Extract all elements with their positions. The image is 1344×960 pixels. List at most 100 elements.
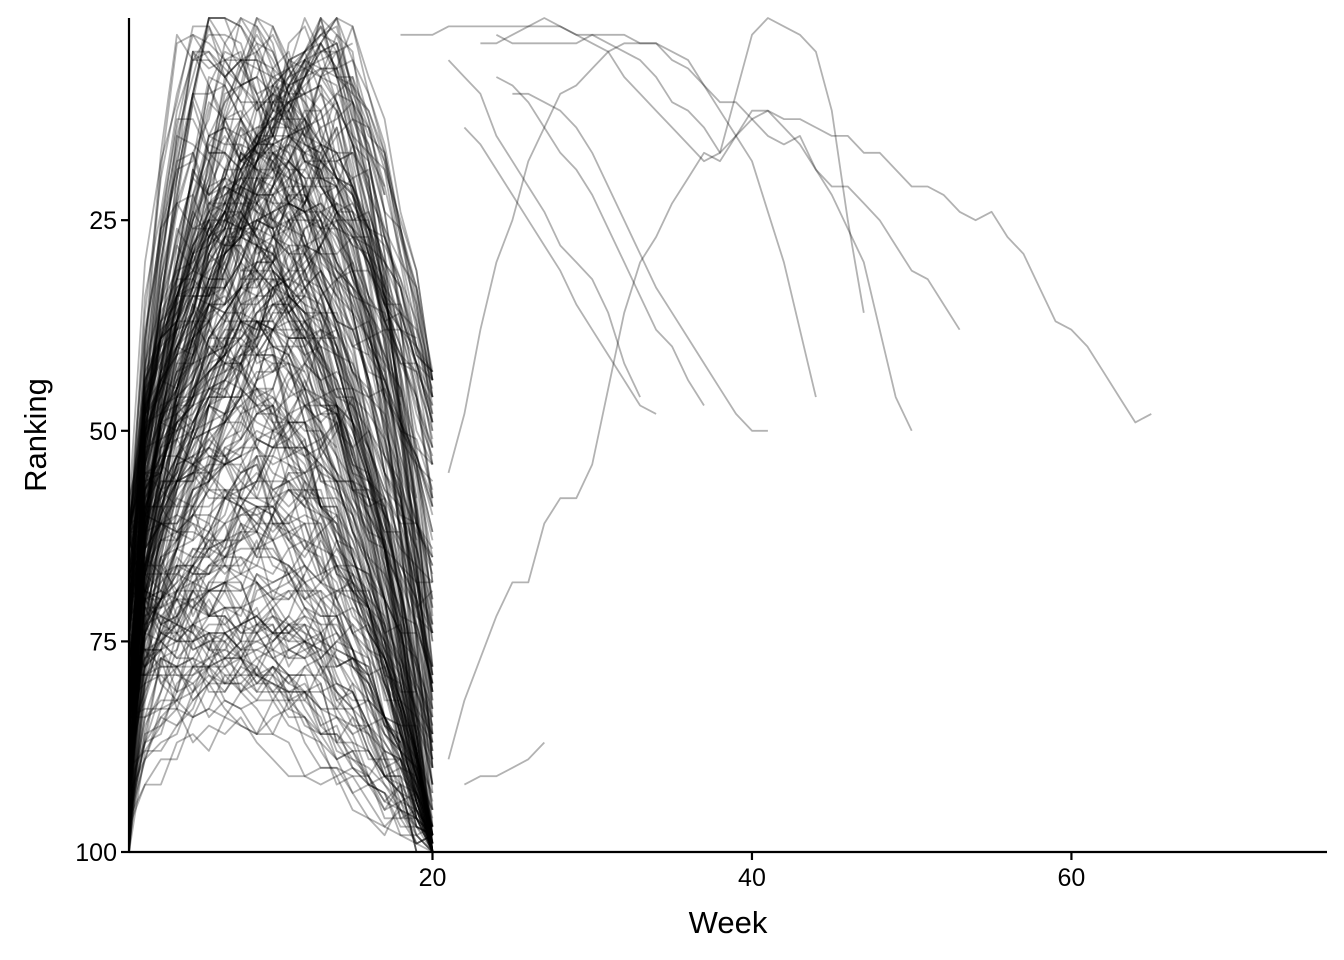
series-line <box>128 143 434 836</box>
series-line <box>128 160 434 726</box>
series-line <box>129 438 434 853</box>
series-line <box>128 404 434 853</box>
series-line <box>128 598 433 853</box>
series-line <box>128 244 434 853</box>
series-line <box>128 118 322 768</box>
series-line <box>128 320 434 811</box>
series-line <box>128 387 434 752</box>
series-line <box>128 109 353 768</box>
series-line <box>128 42 434 827</box>
series-line <box>128 455 434 836</box>
series-line <box>128 412 434 853</box>
series-line <box>128 615 433 836</box>
series-line <box>128 210 434 853</box>
series-line <box>128 269 338 760</box>
series-line <box>128 370 322 541</box>
series-line <box>128 17 434 709</box>
series-line <box>128 648 402 752</box>
series-line <box>128 151 434 785</box>
series-line <box>128 59 434 794</box>
series-line <box>128 412 434 828</box>
x-axis-title: Week <box>689 905 768 940</box>
series-line <box>128 480 434 853</box>
series-line <box>128 25 434 575</box>
series-line <box>128 50 434 642</box>
series-line <box>128 227 434 760</box>
series-line <box>128 236 434 768</box>
series-line <box>128 76 434 726</box>
series-line <box>128 632 434 853</box>
series-line <box>128 471 434 836</box>
series-line <box>128 623 434 844</box>
series-line <box>128 387 434 853</box>
series-line <box>128 202 434 709</box>
series-line <box>128 446 434 844</box>
x-tick-label: 60 <box>1058 864 1086 892</box>
series-line <box>128 67 434 533</box>
series-line <box>128 59 434 810</box>
series-line <box>128 202 402 836</box>
series-line <box>128 295 338 785</box>
x-tick-label: 40 <box>738 864 766 892</box>
series-line <box>129 707 433 845</box>
series-line <box>128 17 434 524</box>
series-line <box>128 143 434 785</box>
series-line <box>128 59 434 768</box>
series-line <box>128 151 434 853</box>
series-line <box>495 76 705 406</box>
series-line <box>128 236 434 608</box>
series-line <box>128 261 434 853</box>
series-line <box>128 177 434 693</box>
series-line <box>128 463 434 768</box>
series-line <box>128 134 434 735</box>
series-line <box>128 126 434 768</box>
series-line <box>128 295 434 684</box>
series-line <box>128 286 434 853</box>
series-line <box>128 84 434 709</box>
series-line <box>128 143 434 853</box>
series-line <box>128 565 434 853</box>
series-line <box>128 17 434 853</box>
series-line <box>128 143 434 693</box>
series-line <box>128 328 434 853</box>
series-line <box>128 623 433 844</box>
series-line <box>128 202 434 608</box>
series-line <box>128 379 434 844</box>
series-line <box>128 185 434 751</box>
series-line <box>128 328 338 524</box>
series-line <box>128 193 434 819</box>
series-line <box>463 741 545 786</box>
series-line <box>128 193 434 844</box>
series-line <box>128 244 434 642</box>
series-line <box>128 320 434 844</box>
series-line <box>447 42 961 474</box>
series-line <box>128 177 418 794</box>
series-line <box>128 143 434 827</box>
ticks: 20 40 60 25 50 75 100 <box>75 207 1085 892</box>
series-line <box>129 581 434 853</box>
series-line <box>128 320 434 836</box>
series-line <box>128 497 434 853</box>
series-line <box>128 177 434 768</box>
series-line <box>128 118 434 692</box>
series-line <box>128 50 434 634</box>
y-tick-label: 100 <box>75 839 117 867</box>
series-line <box>128 581 434 836</box>
series-line <box>128 615 434 844</box>
series-line <box>128 623 434 836</box>
series-line <box>128 640 433 845</box>
series-line <box>128 303 434 836</box>
series-lines <box>128 17 1152 853</box>
series-line <box>128 463 306 709</box>
series-line <box>128 590 369 702</box>
series-line <box>128 582 433 853</box>
series-line <box>128 303 434 726</box>
series-line <box>128 126 306 532</box>
y-tick-label: 25 <box>89 207 117 235</box>
series-line <box>128 160 434 575</box>
series-line <box>128 514 434 819</box>
series-line <box>480 17 865 313</box>
series-line <box>128 101 434 752</box>
series-line <box>128 168 434 743</box>
series-line <box>128 303 434 785</box>
